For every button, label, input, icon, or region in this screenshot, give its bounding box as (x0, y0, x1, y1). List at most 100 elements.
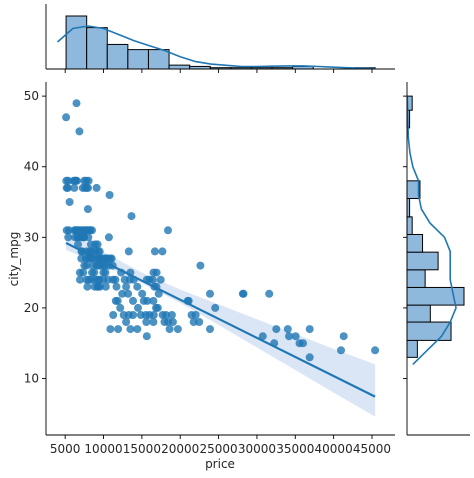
right-marginal-histogram (403, 82, 470, 436)
data-point-178 (206, 325, 214, 334)
data-point-186 (339, 332, 348, 341)
right-hist-bar-0 (406, 339, 418, 358)
right-kde-curve (406, 96, 457, 365)
x-tick-label-5000: 5000 (50, 442, 81, 456)
data-point-161 (167, 311, 176, 319)
x-tick-label-20000: 20000 (161, 442, 199, 456)
data-point-38 (88, 226, 96, 235)
data-point-150 (211, 303, 220, 312)
y-tick-label-30: 30 (24, 230, 39, 244)
data-point-140 (129, 296, 137, 305)
regression-line (65, 242, 376, 398)
data-point-96 (101, 268, 110, 277)
right-hist-bar-2 (406, 304, 431, 323)
top-hist-bar-5 (168, 64, 191, 70)
data-point-179 (272, 325, 281, 334)
confidence-band (66, 228, 376, 417)
data-point-192 (305, 353, 314, 362)
data-point-134 (206, 289, 214, 298)
y-tick-label-40: 40 (24, 160, 39, 174)
x-tick-label-10000: 10000 (84, 442, 122, 456)
data-point-63 (150, 247, 159, 256)
data-point-166 (149, 318, 158, 326)
data-point-158 (149, 311, 158, 319)
data-point-119 (83, 282, 92, 291)
data-point-170 (189, 318, 198, 326)
data-point-143 (149, 296, 158, 305)
top-hist-bar-1 (86, 27, 108, 70)
data-point-22 (83, 205, 92, 214)
data-point-173 (114, 325, 123, 334)
data-point-160 (162, 311, 170, 319)
x-tick-label-45000: 45000 (353, 442, 391, 456)
data-point-79 (107, 254, 116, 263)
data-point-1 (72, 99, 81, 108)
top-hist-bar-2 (106, 43, 129, 70)
data-point-132 (138, 289, 147, 298)
data-point-90 (196, 261, 205, 270)
data-point-125 (112, 282, 121, 291)
data-point-62 (124, 247, 133, 256)
data-point-2 (75, 127, 84, 136)
top-hist-bar-4 (147, 49, 170, 70)
data-point-190 (337, 346, 345, 355)
data-point-164 (122, 318, 131, 326)
x-tick-label-25000: 25000 (199, 442, 237, 456)
data-point-183 (258, 332, 267, 341)
data-point-180 (283, 325, 292, 334)
data-point-177 (173, 325, 182, 334)
data-point-11 (72, 176, 81, 185)
y-tick-label-50: 50 (24, 89, 39, 103)
x-tick-label-35000: 35000 (276, 442, 314, 456)
data-point-94 (90, 268, 99, 277)
main-axes: 5000 10000 15000 20000 25000 30000 35000 40000 4… (24, 82, 395, 456)
data-point-101 (76, 275, 84, 284)
y-axis-label: city_mpg (7, 232, 21, 287)
data-point-133 (154, 289, 163, 298)
data-point-39 (164, 226, 172, 235)
data-point-181 (305, 325, 314, 334)
data-point-92 (79, 268, 88, 277)
data-point-151 (109, 311, 118, 319)
x-tick-label-15000: 15000 (123, 442, 161, 456)
data-point-127 (133, 282, 142, 291)
right-hist-bar-7 (406, 216, 413, 235)
data-point-147 (134, 303, 142, 312)
data-point-146 (116, 303, 125, 312)
data-point-130 (118, 289, 127, 298)
data-point-49 (104, 233, 113, 242)
data-point-8 (70, 183, 79, 192)
data-point-48 (84, 233, 93, 242)
x-axis-label: price (205, 457, 235, 471)
top-hist-bar-0 (65, 15, 88, 70)
data-point-123 (96, 282, 104, 291)
data-point-185 (291, 332, 300, 341)
data-point-176 (165, 325, 174, 334)
data-point-171 (195, 318, 204, 326)
data-point-137 (265, 289, 274, 298)
data-point-20 (105, 191, 114, 199)
x-tick-label-30000: 30000 (238, 442, 276, 456)
top-marginal-histogram (45, 4, 395, 73)
data-point-142 (143, 296, 152, 305)
data-point-40 (64, 233, 73, 242)
data-point-163 (191, 311, 200, 319)
top-kde-curve (56, 25, 376, 70)
data-point-191 (371, 346, 380, 355)
data-point-169 (168, 318, 177, 326)
data-point-111 (111, 275, 120, 284)
data-point-174 (126, 325, 135, 334)
data-point-149 (153, 303, 162, 312)
data-point-136 (239, 289, 248, 298)
data-point-19 (92, 183, 101, 192)
data-point-154 (129, 311, 138, 319)
data-point-189 (299, 339, 307, 348)
data-point-175 (133, 325, 142, 334)
data-point-172 (106, 325, 115, 334)
right-hist-bar-4 (406, 269, 426, 288)
data-point-0 (62, 113, 71, 122)
regression-line-group (65, 242, 376, 398)
data-point-6 (63, 183, 72, 192)
y-tick-label-10: 10 (24, 372, 39, 386)
